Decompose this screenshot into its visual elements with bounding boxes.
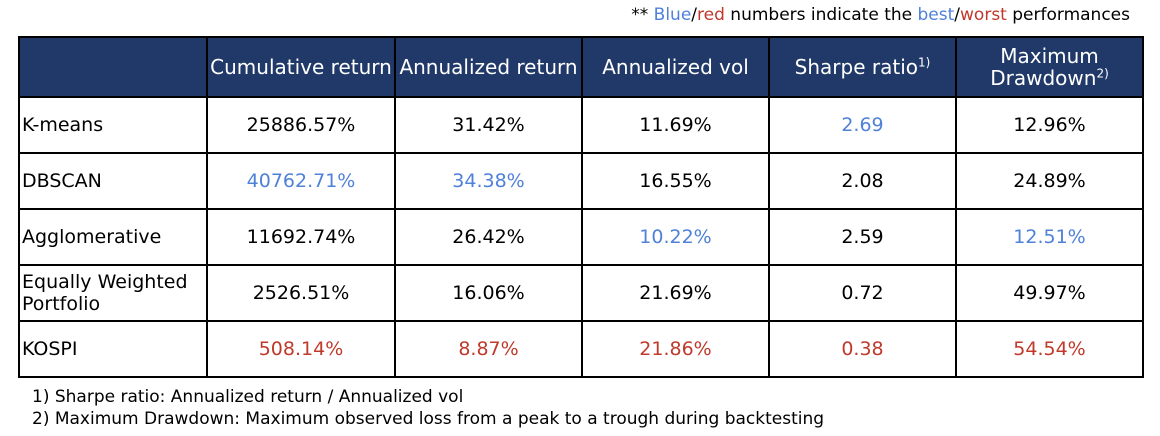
row-label: Agglomerative (18, 208, 208, 266)
header-label: Annualized return (399, 55, 578, 79)
sharpe-ratio-cell: 0.72 (768, 264, 957, 322)
annualized-return-cell: 16.06% (394, 264, 583, 322)
annualized-return-cell: 34.38% (394, 152, 583, 210)
legend-slash: / (691, 5, 698, 25)
table-row: Equally Weighted Portfolio 2526.51% 16.06… (18, 264, 1144, 322)
row-label: DBSCAN (18, 152, 208, 210)
annualized-vol-cell: 21.86% (581, 320, 770, 378)
annualized-vol-cell: 10.22% (581, 208, 770, 266)
max-drawdown-cell: 54.54% (955, 320, 1144, 378)
legend-prefix: ** (631, 5, 654, 25)
sharpe-ratio-cell: 2.69 (768, 96, 957, 154)
footnote-drawdown: 2) Maximum Drawdown: Maximum observed lo… (32, 409, 825, 429)
annualized-vol-cell: 16.55% (581, 152, 770, 210)
annualized-return-cell: 31.42% (394, 96, 583, 154)
cumulative-return-cell: 11692.74% (206, 208, 396, 266)
table-row: DBSCAN 40762.71% 34.38% 16.55% 2.08 24.8… (18, 152, 1144, 210)
annualized-vol-cell: 21.69% (581, 264, 770, 322)
sharpe-ratio-cell: 0.38 (768, 320, 957, 378)
row-label-line2: Portfolio (22, 293, 101, 315)
max-drawdown-cell: 24.89% (955, 152, 1144, 210)
annualized-return-cell: 8.87% (394, 320, 583, 378)
performance-table: Cumulative return Annualized return Annu… (18, 36, 1144, 378)
max-drawdown-cell: 12.96% (955, 96, 1144, 154)
legend-best-word: best (917, 5, 955, 25)
table-row: KOSPI 508.14% 8.87% 21.86% 0.38 54.54% (18, 320, 1144, 378)
row-label: Equally Weighted Portfolio (18, 264, 208, 322)
table-row: K-means 25886.57% 31.42% 11.69% 2.69 12.… (18, 96, 1144, 154)
max-drawdown-cell: 49.97% (955, 264, 1144, 322)
header-label: Drawdown (990, 66, 1097, 90)
legend-slash-2: / (954, 5, 961, 25)
footnotes: 1) Sharpe ratio: Annualized return / Ann… (32, 386, 824, 430)
header-maximum-drawdown: Maximum Drawdown2) (955, 36, 1144, 98)
header-label-line1: Maximum (1000, 44, 1099, 68)
color-legend-note: ** Blue/red numbers indicate the best/wo… (631, 5, 1130, 25)
header-cumulative-return: Cumulative return (206, 36, 396, 98)
row-label-line1: Equally Weighted (22, 271, 188, 293)
legend-worst-word: worst (960, 5, 1007, 25)
legend-blue-word: Blue (653, 5, 692, 25)
footnote-marker: 1) (918, 55, 931, 70)
cumulative-return-cell: 25886.57% (206, 96, 396, 154)
header-annualized-vol: Annualized vol (581, 36, 770, 98)
sharpe-ratio-cell: 2.08 (768, 152, 957, 210)
footnote-sharpe: 1) Sharpe ratio: Annualized return / Ann… (32, 387, 464, 407)
row-label: KOSPI (18, 320, 208, 378)
header-label: Cumulative return (210, 55, 392, 79)
cumulative-return-cell: 508.14% (206, 320, 396, 378)
header-annualized-return: Annualized return (394, 36, 583, 98)
header-label: Annualized vol (602, 55, 749, 79)
sharpe-ratio-cell: 2.59 (768, 208, 957, 266)
header-sharpe-ratio: Sharpe ratio1) (768, 36, 957, 98)
table-header-row: Cumulative return Annualized return Annu… (18, 36, 1144, 98)
legend-red-word: red (697, 5, 725, 25)
row-label: K-means (18, 96, 208, 154)
legend-middle-text: numbers indicate the (724, 5, 918, 25)
header-corner-cell (18, 36, 208, 98)
table-row: Agglomerative 11692.74% 26.42% 10.22% 2.… (18, 208, 1144, 266)
max-drawdown-cell: 12.51% (955, 208, 1144, 266)
header-label: Sharpe ratio (794, 55, 918, 79)
legend-suffix: performances (1006, 5, 1130, 25)
footnote-marker: 2) (1096, 66, 1109, 81)
cumulative-return-cell: 2526.51% (206, 264, 396, 322)
annualized-return-cell: 26.42% (394, 208, 583, 266)
cumulative-return-cell: 40762.71% (206, 152, 396, 210)
annualized-vol-cell: 11.69% (581, 96, 770, 154)
